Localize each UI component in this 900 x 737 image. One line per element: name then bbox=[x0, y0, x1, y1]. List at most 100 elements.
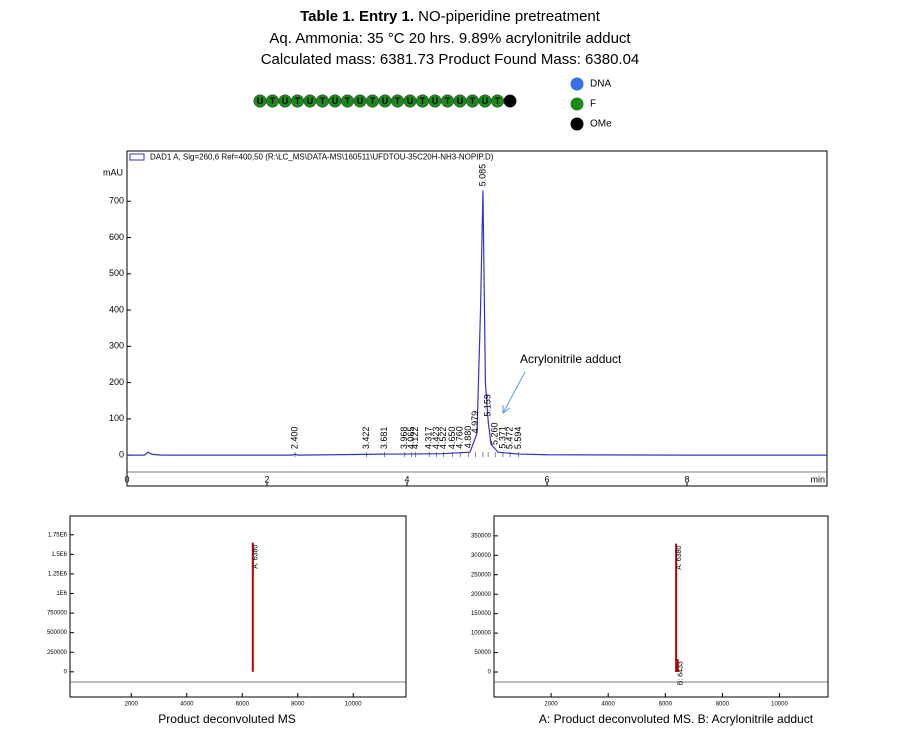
title-bold: Table 1. Entry 1. bbox=[300, 8, 414, 25]
peak-label: 4.522 bbox=[438, 427, 448, 450]
nucleotide-letter: U bbox=[282, 96, 289, 106]
peak-label: 4.065 bbox=[406, 427, 416, 450]
y-tick-label: 500 bbox=[109, 268, 124, 278]
legend-swatch bbox=[129, 153, 145, 161]
title-line1: Table 1. Entry 1. NO-piperidine pretreat… bbox=[300, 8, 601, 25]
y-tick-label: 300 bbox=[109, 341, 124, 351]
plot-frame bbox=[69, 515, 407, 698]
y-tick-label: 100000 bbox=[471, 631, 492, 637]
legend-label: F bbox=[590, 99, 596, 110]
x-tick-label: 4 bbox=[404, 474, 409, 484]
peak-label: 5.371 bbox=[497, 426, 507, 449]
y-tick-label: 1.25E6 bbox=[48, 572, 68, 578]
x-tick-label: 10000 bbox=[345, 702, 362, 708]
nucleotide bbox=[503, 94, 517, 108]
x-axis-label: min bbox=[810, 474, 825, 484]
bar bbox=[675, 543, 678, 673]
x-tick-label: 10000 bbox=[771, 702, 788, 708]
x-tick-label: 8 bbox=[684, 474, 689, 484]
y-tick-label: 600 bbox=[109, 232, 124, 242]
peak-label: 4.423 bbox=[431, 427, 441, 450]
nucleotide-letter: U bbox=[357, 96, 364, 106]
peak-label: 4.650 bbox=[447, 427, 457, 450]
y-tick-label: 750000 bbox=[47, 611, 68, 617]
arrow-head bbox=[502, 405, 511, 414]
nucleotide-letter: U bbox=[457, 96, 464, 106]
peak-label: 3.681 bbox=[379, 427, 389, 450]
nucleotide-letter: U bbox=[432, 96, 439, 106]
peak-label: 5.085 bbox=[477, 164, 487, 187]
nucleotide-letter: T bbox=[295, 96, 301, 106]
nucleotide-letter: T bbox=[470, 96, 476, 106]
peak-label: 5.260 bbox=[490, 423, 500, 446]
legend-label: OMe bbox=[590, 119, 612, 130]
x-tick-label: 2000 bbox=[125, 702, 139, 708]
peak-label: 3.968 bbox=[399, 427, 409, 450]
bar bbox=[676, 659, 679, 673]
peak-label: 3.422 bbox=[361, 427, 371, 450]
nucleotide-letter: T bbox=[345, 96, 351, 106]
legend-label: DAD1 A, Sig=260,6 Ref=400,50 (R:\LC_MS\D… bbox=[150, 153, 494, 162]
nucleotide-letter: U bbox=[407, 96, 414, 106]
title-line3: Calculated mass: 6381.73 Product Found M… bbox=[261, 51, 640, 68]
plot-frame bbox=[126, 150, 828, 487]
y-tick-label: 200000 bbox=[471, 592, 492, 598]
legend-swatch bbox=[570, 77, 584, 91]
nucleotide-letter: T bbox=[445, 96, 451, 106]
y-tick-label: 350000 bbox=[471, 533, 492, 539]
bar bbox=[251, 542, 254, 672]
x-tick-label: 8000 bbox=[291, 702, 305, 708]
trace bbox=[127, 190, 827, 456]
y-tick-label: 1.75E6 bbox=[48, 532, 68, 538]
legend-label: DNA bbox=[590, 79, 611, 90]
y-tick-label: 0 bbox=[119, 450, 124, 460]
nucleotide-letter: U bbox=[307, 96, 314, 106]
peak-label: 4.317 bbox=[424, 427, 434, 450]
nucleotide-letter: U bbox=[332, 96, 339, 106]
nucleotide-letter: T bbox=[395, 96, 401, 106]
peak-label: 4.760 bbox=[455, 426, 465, 449]
y-tick-label: 150000 bbox=[471, 611, 492, 617]
nucleotide-letter: U bbox=[482, 96, 489, 106]
nucleotide-letter: T bbox=[320, 96, 326, 106]
y-tick-label: 700 bbox=[109, 196, 124, 206]
peak-label: 4.880 bbox=[463, 426, 473, 449]
y-tick-label: 50000 bbox=[474, 650, 491, 656]
y-tick-label: 1.5E6 bbox=[51, 552, 67, 558]
peak-label: 2.400 bbox=[289, 427, 299, 450]
peak-label: B: 6433 bbox=[677, 661, 684, 685]
nucleotide-letter: T bbox=[420, 96, 426, 106]
y-tick-label: 200 bbox=[109, 377, 124, 387]
x-tick-label: 8000 bbox=[716, 702, 730, 708]
plot-frame bbox=[493, 515, 829, 698]
y-tick-label: 100 bbox=[109, 413, 124, 423]
x-tick-label: 6 bbox=[544, 474, 549, 484]
peak-label: 5.594 bbox=[513, 427, 523, 450]
y-tick-label: 250000 bbox=[471, 572, 492, 578]
y-tick-label: 0 bbox=[488, 670, 492, 676]
nucleotide-letter: U bbox=[507, 96, 514, 106]
y-tick-label: 0 bbox=[64, 669, 68, 675]
x-tick-label: 6000 bbox=[236, 702, 250, 708]
peak-label: 4.122 bbox=[410, 427, 420, 450]
peak-label: A: 6380 bbox=[676, 546, 683, 570]
nucleotide-letter: U bbox=[382, 96, 389, 106]
y-tick-label: 300000 bbox=[471, 553, 492, 559]
x-tick-label: 2000 bbox=[544, 702, 558, 708]
nucleotide-letter: T bbox=[370, 96, 376, 106]
legend-swatch bbox=[570, 97, 584, 111]
peak-label: 5.472 bbox=[504, 427, 514, 450]
peak-label: A: 6380 bbox=[253, 545, 260, 569]
nucleotide-letter: T bbox=[495, 96, 501, 106]
caption: Product deconvoluted MS bbox=[158, 712, 295, 726]
title-line2: Aq. Ammonia: 35 °C 20 hrs. 9.89% acrylon… bbox=[269, 30, 631, 47]
annotation-arrow bbox=[502, 371, 526, 414]
nucleotide-letter: T bbox=[270, 96, 276, 106]
x-tick-label: 6000 bbox=[659, 702, 673, 708]
nucleotide-letter: U bbox=[257, 96, 264, 106]
y-axis-label: mAU bbox=[103, 167, 123, 177]
title-rest: NO-piperidine pretreatment bbox=[418, 8, 601, 25]
peak-label: 4.979 bbox=[470, 411, 480, 434]
peak-label: 5.159 bbox=[483, 394, 493, 417]
